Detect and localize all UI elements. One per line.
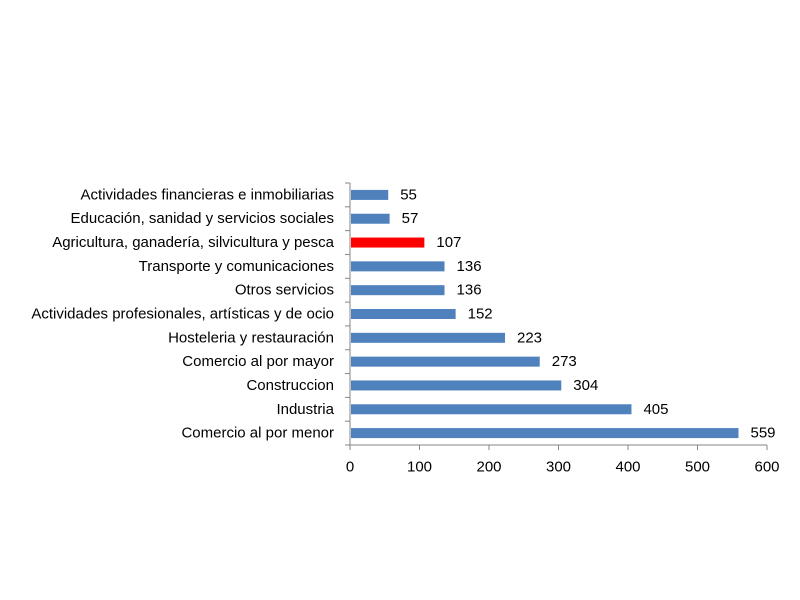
x-tick-label: 400 xyxy=(615,459,640,476)
value-label: 223 xyxy=(517,329,542,346)
category-label: Actividades profesionales, artísticas y … xyxy=(31,306,334,323)
bars-layer xyxy=(351,189,739,439)
bar xyxy=(351,237,425,248)
category-label: Educación, sanidad y servicios sociales xyxy=(71,210,334,227)
bar xyxy=(351,428,739,439)
category-label: Agricultura, ganadería, silvicultura y p… xyxy=(52,234,334,251)
value-label: 273 xyxy=(552,353,577,370)
value-label: 136 xyxy=(457,258,482,275)
labels-layer: Actividades financieras e inmobiliarias 5… xyxy=(31,186,779,475)
category-label: Construccion xyxy=(246,377,334,394)
bar xyxy=(351,380,562,391)
category-label: Actividades financieras e inmobiliarias xyxy=(81,186,334,203)
category-label: Comercio al por mayor xyxy=(182,353,334,370)
value-label: 107 xyxy=(436,234,461,251)
value-label: 136 xyxy=(457,282,482,299)
x-tick-label: 0 xyxy=(346,459,354,476)
value-label: 57 xyxy=(402,210,419,227)
axis-layer xyxy=(345,182,768,450)
x-tick-label: 200 xyxy=(476,459,501,476)
bar xyxy=(351,285,445,296)
category-label: Otros servicios xyxy=(235,282,334,299)
category-label: Hosteleria y restauración xyxy=(168,329,334,346)
bar xyxy=(351,332,505,343)
value-label: 152 xyxy=(468,306,493,323)
bar xyxy=(351,213,390,224)
category-label: Comercio al por menor xyxy=(181,425,334,442)
category-label: Transporte y comunicaciones xyxy=(139,258,334,275)
bar xyxy=(351,309,456,319)
category-label: Industria xyxy=(276,401,334,418)
value-label: 405 xyxy=(643,401,668,418)
x-tick-label: 300 xyxy=(546,459,571,476)
x-tick-label: 100 xyxy=(407,459,432,476)
x-tick-label: 500 xyxy=(685,459,710,476)
value-label: 55 xyxy=(400,186,417,203)
value-label: 559 xyxy=(751,425,776,442)
bar xyxy=(351,356,540,367)
value-label: 304 xyxy=(573,377,598,394)
bar xyxy=(351,261,445,272)
bar xyxy=(351,404,632,415)
bar xyxy=(351,189,389,200)
x-tick-label: 600 xyxy=(754,459,779,476)
